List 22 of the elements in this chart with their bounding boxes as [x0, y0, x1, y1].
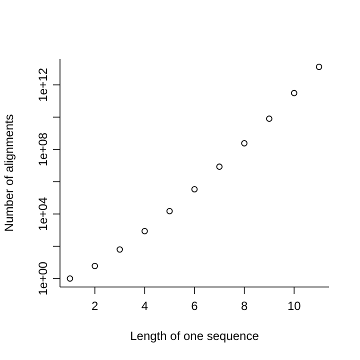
x-tick-label: 10	[287, 299, 302, 313]
point	[216, 164, 223, 170]
x-axis-title: Length of one sequence	[130, 329, 260, 343]
point	[266, 116, 272, 122]
point	[66, 275, 74, 282]
point	[241, 140, 248, 146]
point	[92, 262, 98, 270]
point	[116, 246, 123, 253]
y-tick-label: 1e+04	[36, 196, 50, 231]
y-tick-label: 1e+00	[36, 261, 50, 296]
point	[166, 208, 173, 214]
point	[142, 228, 148, 234]
y-axis-title: Number of alignments	[2, 114, 16, 232]
x-tick-label: 8	[240, 299, 248, 313]
point	[191, 186, 198, 192]
point	[316, 64, 322, 70]
x-tick-label: 2	[92, 299, 99, 313]
y-tick-label: 1e+12	[36, 68, 50, 102]
point	[290, 90, 298, 96]
x-tick-label: 4	[141, 299, 148, 313]
y-tick-label: 1e+08	[36, 132, 50, 166]
x-tick-label: 6	[191, 299, 198, 313]
